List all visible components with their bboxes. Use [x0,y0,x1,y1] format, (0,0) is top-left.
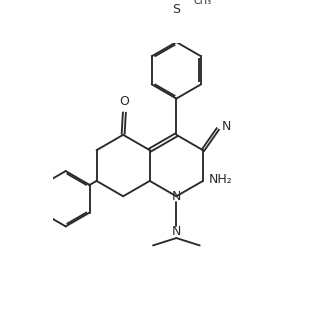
Text: NH₂: NH₂ [209,172,233,185]
Text: N: N [172,225,181,238]
Text: CH₃: CH₃ [194,0,212,6]
Text: O: O [119,95,129,108]
Text: S: S [172,3,180,16]
Text: N: N [172,190,181,203]
Text: N: N [222,120,231,133]
